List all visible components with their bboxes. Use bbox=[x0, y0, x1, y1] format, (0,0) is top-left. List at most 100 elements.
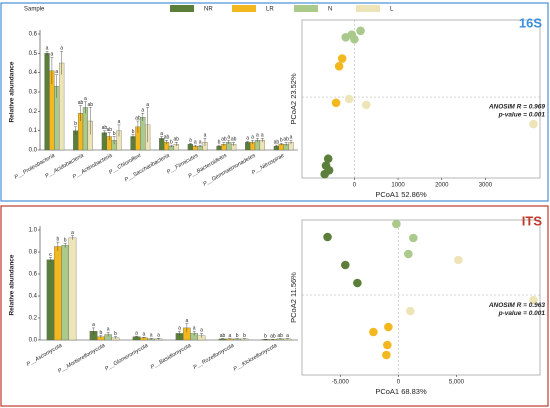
error-bar bbox=[255, 138, 259, 143]
significance-letter: b bbox=[114, 331, 117, 337]
x-tick-label: P__Rozellomycota bbox=[193, 343, 236, 371]
point bbox=[356, 26, 365, 36]
error-bar bbox=[260, 138, 264, 143]
significance-letter: b bbox=[236, 333, 239, 339]
bar bbox=[82, 107, 89, 151]
significance-letter: b bbox=[132, 129, 135, 135]
error-bar bbox=[198, 144, 202, 148]
error-bar bbox=[289, 140, 293, 145]
significance-letter: a bbox=[135, 330, 138, 336]
point bbox=[331, 98, 341, 108]
significance-letter: b bbox=[64, 238, 67, 244]
y-axis-label: Relative abundance bbox=[9, 61, 16, 122]
significance-letter: a bbox=[107, 327, 110, 333]
error-bar bbox=[235, 338, 239, 340]
error-bar bbox=[222, 142, 226, 147]
error-bar bbox=[160, 136, 164, 141]
significance-letter: b bbox=[243, 333, 246, 339]
significance-letter: a bbox=[199, 139, 202, 145]
significance-letter: a bbox=[290, 135, 293, 141]
annotation: ANOSIM R = 0.963 bbox=[488, 302, 546, 309]
y-tick-label: 1.0 bbox=[29, 228, 38, 234]
error-bar bbox=[107, 132, 111, 141]
error-bar bbox=[156, 338, 160, 340]
x-tick-label: P__Ascomycota bbox=[26, 343, 63, 368]
x-tick-label: 0 bbox=[353, 183, 357, 189]
y-tick-label: 0.5 bbox=[29, 51, 38, 57]
error-bar bbox=[106, 332, 110, 337]
y-tick-label: 0.8 bbox=[29, 250, 38, 256]
y-tick-label: 0.4 bbox=[29, 294, 38, 300]
significance-letter: a bbox=[204, 133, 207, 139]
error-bar bbox=[178, 331, 182, 336]
error-bar bbox=[285, 338, 289, 340]
annotation: p-value = 0.001 bbox=[498, 112, 546, 119]
point bbox=[334, 61, 344, 71]
error-bar bbox=[142, 337, 146, 339]
error-bar bbox=[165, 140, 169, 145]
error-bar bbox=[117, 124, 121, 137]
significance-letter: a bbox=[51, 52, 54, 58]
error-bar bbox=[88, 107, 92, 135]
significance-letter: a bbox=[193, 326, 196, 332]
x-tick-label: 5,000 bbox=[449, 380, 465, 386]
bar bbox=[61, 245, 69, 341]
point bbox=[383, 340, 392, 350]
x-tick-label: P__Gemmatimonadetes bbox=[202, 153, 257, 188]
error-bar bbox=[50, 57, 54, 85]
x-tick-label: P__Glomeromycota bbox=[104, 343, 149, 373]
significance-letter: a bbox=[142, 332, 145, 338]
error-bar bbox=[112, 136, 116, 145]
x-tick-label: P__Mortierellomycota bbox=[57, 343, 106, 375]
significance-letter: ab bbox=[102, 125, 108, 131]
error-bar bbox=[149, 338, 153, 340]
error-bar bbox=[232, 142, 236, 147]
point bbox=[369, 327, 378, 337]
significance-letter: ab bbox=[231, 137, 237, 143]
point bbox=[382, 350, 391, 360]
error-bar bbox=[113, 336, 117, 339]
significance-letter: ab bbox=[277, 333, 283, 339]
error-bar bbox=[251, 140, 255, 145]
x-tick-label: -5,000 bbox=[332, 380, 350, 386]
legend-label: NR bbox=[204, 7, 213, 13]
y-axis-label: PCoA2 11.56% bbox=[289, 272, 298, 323]
bar bbox=[44, 53, 50, 151]
annotation: p-value = 0.001 bbox=[498, 310, 546, 317]
y-tick-label: 0.6 bbox=[29, 272, 38, 278]
point bbox=[361, 100, 371, 110]
y-tick-label: 0.3 bbox=[29, 90, 38, 96]
bar bbox=[59, 62, 65, 151]
error-bar bbox=[192, 331, 196, 336]
error-bar bbox=[221, 338, 225, 340]
significance-letter: b bbox=[218, 139, 221, 145]
error-bar bbox=[242, 338, 246, 340]
significance-letter: a bbox=[46, 46, 49, 52]
bar bbox=[101, 132, 107, 151]
error-bar bbox=[45, 51, 49, 56]
significance-letter: ab bbox=[274, 139, 280, 145]
error-bar bbox=[146, 107, 150, 143]
error-bar bbox=[141, 113, 145, 121]
error-bar bbox=[63, 243, 67, 248]
significance-letter: a bbox=[157, 333, 160, 339]
scatter-frame bbox=[301, 219, 541, 376]
error-bar bbox=[199, 333, 203, 338]
significance-letter: a bbox=[55, 69, 58, 75]
panel-its bbox=[0, 205, 549, 407]
y-tick-label: 0.1 bbox=[29, 128, 38, 134]
point bbox=[454, 255, 463, 265]
point bbox=[350, 34, 359, 44]
significance-letter: b bbox=[280, 138, 283, 144]
significance-letter: a bbox=[246, 136, 249, 142]
x-tick-label: 2000 bbox=[435, 183, 449, 189]
point bbox=[384, 322, 393, 332]
error-bar bbox=[55, 74, 59, 98]
legend-swatch bbox=[232, 5, 256, 12]
point bbox=[353, 278, 362, 288]
significance-letter: a bbox=[227, 135, 230, 141]
error-bar bbox=[99, 335, 103, 338]
x-axis-label: PCoA1 52.86% bbox=[375, 190, 427, 199]
significance-letter: a bbox=[71, 230, 74, 236]
